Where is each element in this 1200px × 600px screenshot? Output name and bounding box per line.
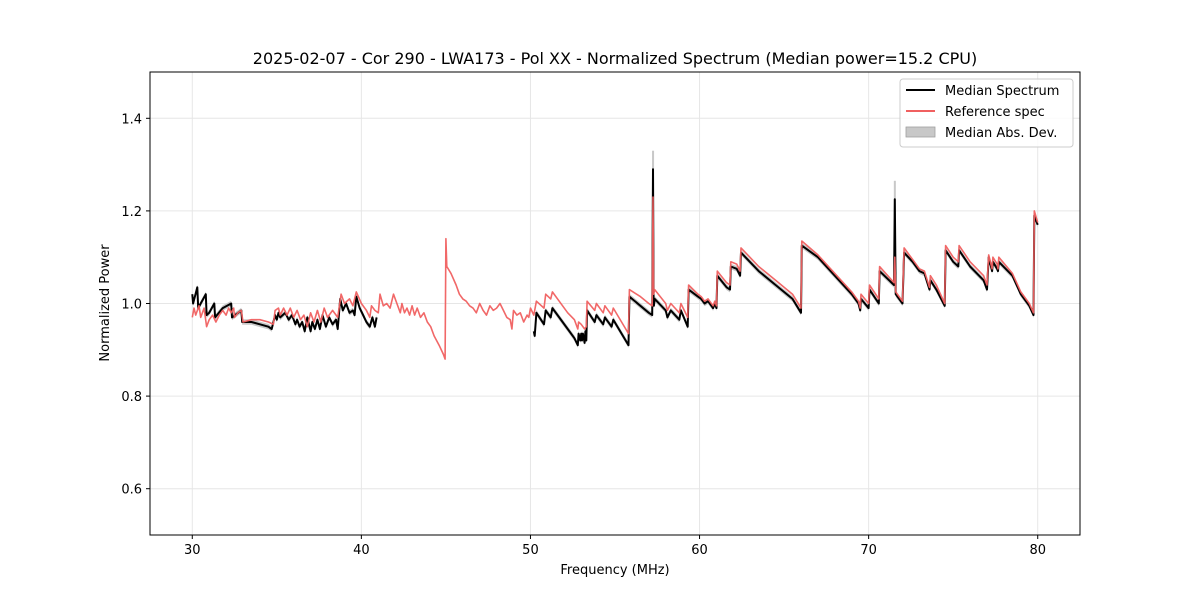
legend-mad-swatch <box>905 126 936 138</box>
x-tick-label: 50 <box>522 543 539 558</box>
y-axis-ticks: 0.6 0.8 1.0 1.2 1.4 <box>121 112 150 498</box>
y-tick-label: 0.8 <box>121 390 142 405</box>
x-tick-label: 60 <box>691 543 708 558</box>
y-tick-label: 1.2 <box>121 205 142 220</box>
legend: Median Spectrum Reference spec Median Ab… <box>899 78 1074 148</box>
x-tick-label: 70 <box>860 543 877 558</box>
chart-title: 2025-02-07 - Cor 290 - LWA173 - Pol XX -… <box>253 49 977 68</box>
median-spectrum-layer <box>191 168 1039 347</box>
x-tick-label: 40 <box>353 543 370 558</box>
median-spectrum-line <box>532 168 1039 347</box>
reference-spec-layer <box>191 196 1039 360</box>
x-tick-label: 80 <box>1029 543 1046 558</box>
legend-median-label: Median Spectrum <box>945 84 1059 99</box>
mad-band <box>533 166 1038 348</box>
x-axis-ticks: 30 40 50 60 70 80 <box>184 535 1046 558</box>
x-axis-label: Frequency (MHz) <box>560 563 669 578</box>
x-tick-label: 30 <box>184 543 201 558</box>
median-spectrum-line <box>191 286 378 333</box>
legend-mad-label: Median Abs. Dev. <box>945 126 1057 141</box>
y-tick-label: 1.0 <box>121 298 142 313</box>
mad-spike <box>893 180 896 216</box>
legend-box <box>899 78 1074 148</box>
y-tick-label: 0.6 <box>121 483 142 498</box>
y-axis-label: Normalized Power <box>98 244 113 362</box>
y-tick-label: 1.4 <box>121 112 142 127</box>
reference-spec-line <box>191 196 1039 360</box>
legend-reference-label: Reference spec <box>945 105 1045 120</box>
